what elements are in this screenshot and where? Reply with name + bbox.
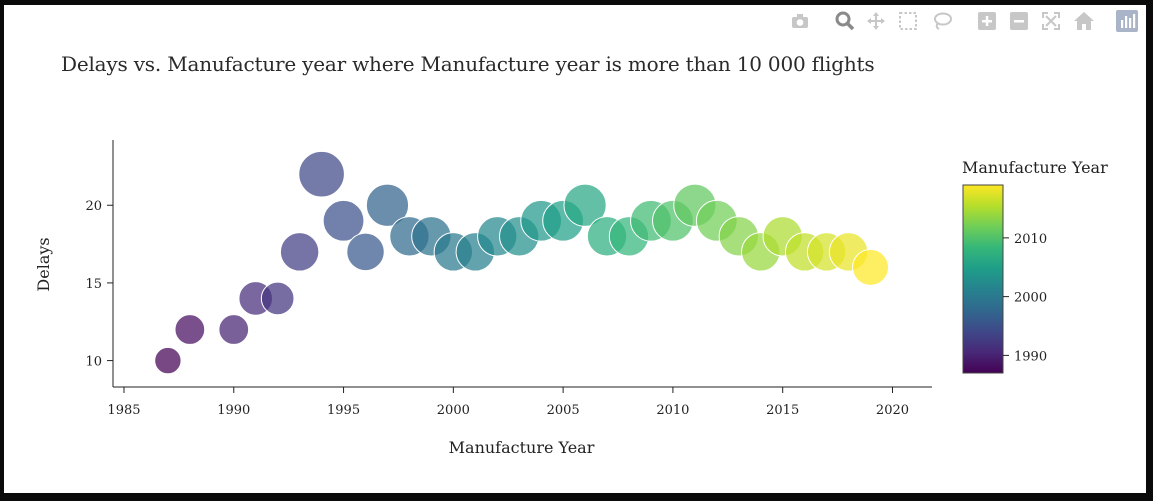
lasso-select-icon[interactable] (931, 10, 953, 32)
x-tick-label: 2000 (437, 403, 470, 418)
chart-frame (4, 5, 1146, 493)
data-point[interactable] (298, 150, 345, 198)
data-point[interactable] (154, 346, 182, 375)
zoom-icon[interactable] (834, 10, 856, 32)
zoom-out-icon[interactable] (1008, 10, 1030, 32)
scatter-points (154, 150, 890, 375)
colorbar-tick-label: 2010 (1014, 232, 1047, 247)
box-select-icon[interactable] (897, 10, 919, 32)
x-axis-title: Manufacture Year (449, 438, 595, 457)
x-tick-label: 1995 (327, 403, 360, 418)
y-tick-label: 20 (85, 199, 102, 214)
colorbar-tick-label: 1990 (1014, 349, 1047, 364)
reset-axes-icon[interactable] (1073, 10, 1095, 32)
x-tick-label: 1990 (217, 403, 250, 418)
data-point[interactable] (563, 183, 607, 227)
y-tick-label: 10 (85, 355, 102, 370)
data-point[interactable] (174, 314, 206, 345)
x-tick-label: 2010 (656, 403, 689, 418)
data-point[interactable] (279, 232, 320, 272)
data-point[interactable] (346, 232, 385, 272)
zoom-in-icon[interactable] (976, 10, 998, 32)
y-tick-label: 15 (85, 277, 102, 292)
data-point[interactable] (260, 281, 295, 316)
data-point[interactable] (852, 248, 890, 286)
colorbar-tick-label: 2000 (1014, 291, 1047, 306)
data-point[interactable] (218, 314, 250, 345)
camera-icon[interactable] (789, 10, 811, 32)
modebar (0, 0, 1153, 40)
colorbar (962, 184, 1004, 374)
x-tick-label: 2020 (876, 403, 909, 418)
x-tick-label: 2015 (766, 403, 799, 418)
x-tick-label: 1985 (107, 403, 140, 418)
pan-icon[interactable] (865, 10, 887, 32)
x-tick-label: 2005 (547, 403, 580, 418)
chart-title: Delays vs. Manufacture year where Manufa… (61, 52, 875, 76)
autoscale-icon[interactable] (1040, 10, 1062, 32)
colorbar-title: Manufacture Year (962, 158, 1108, 177)
axes (112, 140, 932, 388)
data-point[interactable] (365, 183, 410, 227)
plotly-logo-icon[interactable] (1116, 10, 1138, 32)
y-axis-title: Delays (34, 237, 53, 291)
data-point[interactable] (322, 199, 365, 242)
